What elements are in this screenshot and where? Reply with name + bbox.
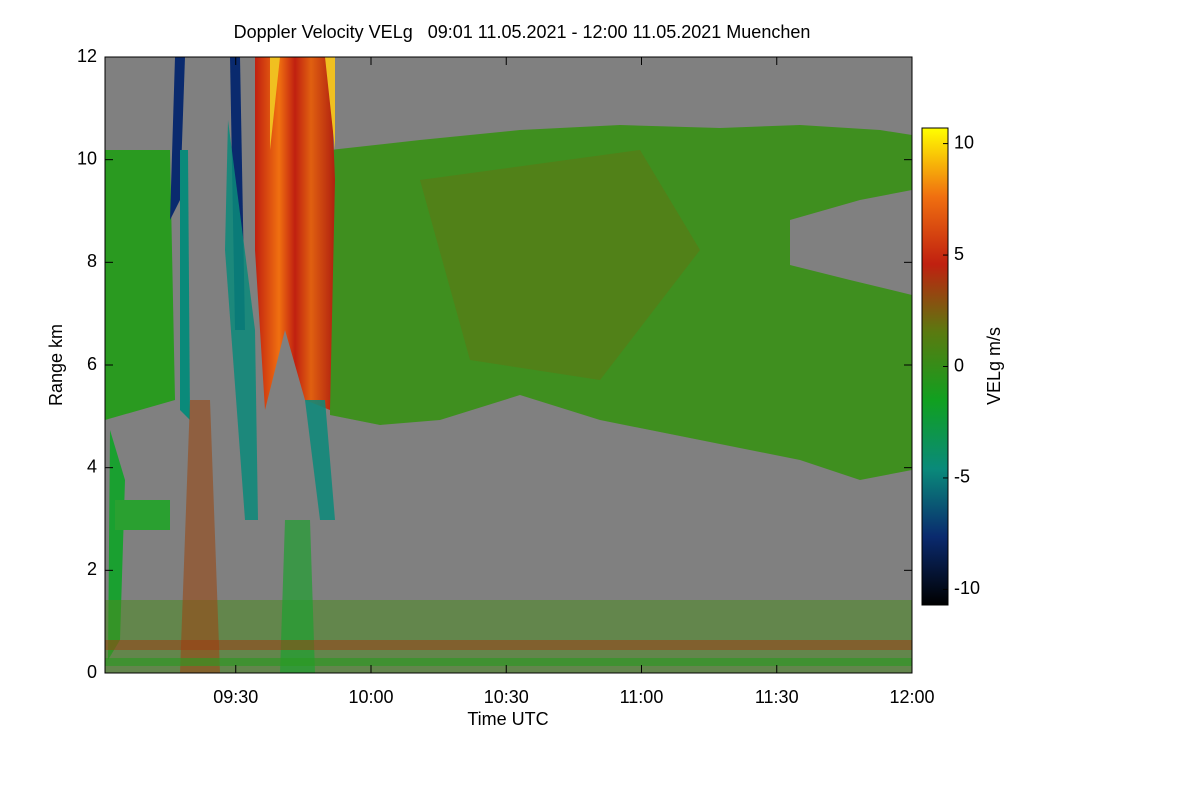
x-tick-label: 11:00 — [620, 687, 664, 707]
x-axis-label: Time UTC — [467, 709, 548, 729]
colorbar-tick-label: 5 — [954, 244, 964, 264]
chart-title: Doppler Velocity VELg 09:01 11.05.2021 -… — [234, 22, 811, 42]
y-tick-label: 12 — [77, 46, 97, 66]
x-tick-label: 12:00 — [889, 687, 934, 707]
y-tick-label: 10 — [77, 148, 97, 168]
y-tick-label: 4 — [87, 456, 97, 476]
y-tick-label: 0 — [87, 662, 97, 682]
x-tick-label: 10:30 — [484, 687, 529, 707]
y-tick-label: 6 — [87, 354, 97, 374]
y-tick-label: 8 — [87, 251, 97, 271]
colorbar-tick-label: 0 — [954, 355, 964, 375]
x-tick-label: 10:00 — [348, 687, 393, 707]
colorbar-tick-label: -10 — [954, 578, 980, 598]
colorbar-tick-label: -5 — [954, 467, 970, 487]
colorbar-tick-label: 10 — [954, 132, 974, 152]
y-axis-label: Range km — [46, 324, 66, 406]
y-tick-label: 2 — [87, 559, 97, 579]
velocity-field — [105, 57, 912, 673]
x-tick-label: 11:30 — [755, 687, 799, 707]
x-tick-label: 09:30 — [213, 687, 258, 707]
colorbar-label: VELg m/s — [984, 327, 1004, 405]
